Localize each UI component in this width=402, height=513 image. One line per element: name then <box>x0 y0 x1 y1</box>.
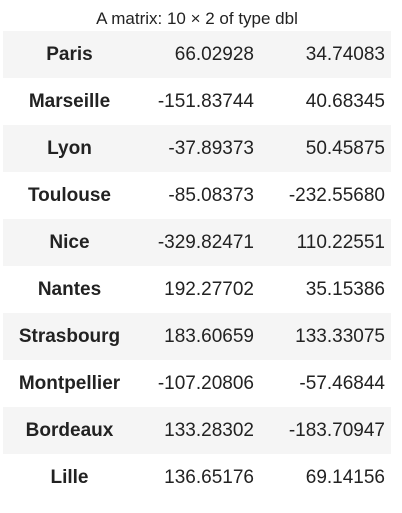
cell-col1: -37.89373 <box>168 137 254 159</box>
cell-col1: 136.65176 <box>164 466 254 488</box>
cell-col2: 69.14156 <box>305 466 385 488</box>
row-name: Toulouse <box>27 184 112 206</box>
row-name: Paris <box>46 43 93 65</box>
table-row: Nice -329.82471 110.22551 <box>3 219 391 266</box>
table-row: Bordeaux 133.28302 -183.70947 <box>3 407 391 454</box>
row-name: Lyon <box>47 137 92 159</box>
row-name: Lille <box>50 466 89 488</box>
row-name: Nice <box>49 231 90 253</box>
cell-col1: -151.83744 <box>157 90 254 112</box>
row-name: Strasbourg <box>18 325 121 347</box>
cell-col2: 133.33075 <box>295 325 385 347</box>
cell-col2: 110.22551 <box>296 231 385 253</box>
table-row: Strasbourg 183.60659 133.33075 <box>3 313 391 360</box>
cell-col2: 50.45875 <box>305 137 385 159</box>
cell-col2: 34.74083 <box>305 43 385 65</box>
cell-col1: 133.28302 <box>164 419 254 441</box>
table-row: Montpellier -107.20806 -57.46844 <box>3 360 391 407</box>
cell-col1: -107.20806 <box>157 372 254 394</box>
cell-col1: -85.08373 <box>168 184 254 206</box>
table-row: Marseille -151.83744 40.68345 <box>3 78 391 125</box>
matrix-output: A matrix: 10 × 2 of type dbl Paris 66.02… <box>3 7 391 501</box>
table-row: Lille 136.65176 69.14156 <box>3 454 391 501</box>
row-name: Marseille <box>28 90 111 112</box>
cell-col1: 66.02928 <box>174 43 254 65</box>
table-row: Toulouse -85.08373 -232.55680 <box>3 172 391 219</box>
cell-col2: 35.15386 <box>305 278 385 300</box>
row-name: Bordeaux <box>25 419 114 441</box>
cell-col1: -329.82471 <box>157 231 254 253</box>
cell-col2: -57.46844 <box>299 372 385 394</box>
matrix-table: Paris 66.02928 34.74083 Marseille -151.8… <box>3 31 391 501</box>
table-row: Lyon -37.89373 50.45875 <box>3 125 391 172</box>
cell-col2: 40.68345 <box>305 90 385 112</box>
table-row: Paris 66.02928 34.74083 <box>3 31 391 78</box>
row-name: Montpellier <box>18 372 121 394</box>
table-row: Nantes 192.27702 35.15386 <box>3 266 391 313</box>
cell-col2: -232.55680 <box>288 184 385 206</box>
cell-col2: -183.70947 <box>288 419 385 441</box>
cell-col1: 183.60659 <box>164 325 254 347</box>
matrix-caption: A matrix: 10 × 2 of type dbl <box>96 9 298 28</box>
cell-col1: 192.27702 <box>164 278 254 300</box>
row-name: Nantes <box>37 278 102 300</box>
